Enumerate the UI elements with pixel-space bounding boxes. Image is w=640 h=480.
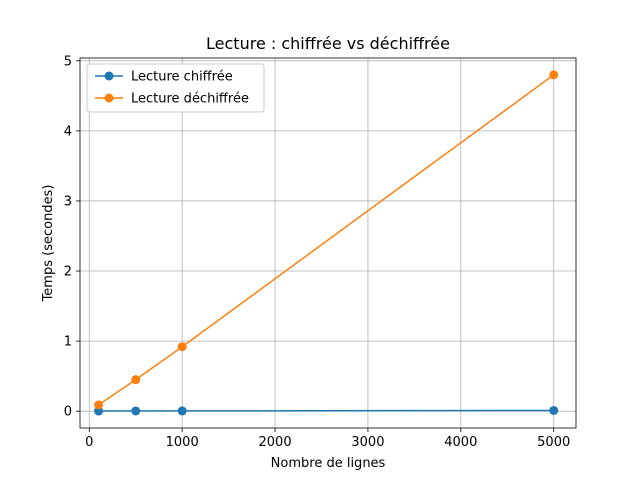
y-tick-label: 4 xyxy=(64,124,72,139)
y-tick-label: 5 xyxy=(64,54,72,69)
legend: Lecture chiffrée Lecture déchiffrée xyxy=(86,63,265,113)
series-line xyxy=(98,74,555,406)
axis-ticks: 0 1000 2000 3000 4000 5000 0 1 2 3 4 5 xyxy=(64,54,571,450)
grid xyxy=(80,58,576,428)
y-tick-label: 2 xyxy=(64,265,72,280)
data-point xyxy=(177,342,187,352)
legend-label: Lecture chiffrée xyxy=(131,70,233,85)
legend-marker xyxy=(104,71,114,81)
y-tick-label: 3 xyxy=(64,194,72,209)
legend-label: Lecture déchiffrée xyxy=(131,92,249,107)
series-2 xyxy=(94,70,559,410)
x-axis-label: Nombre de lignes xyxy=(271,456,386,471)
y-tick-label: 0 xyxy=(64,405,72,420)
plot-frame xyxy=(79,57,577,429)
data-point xyxy=(131,375,141,385)
data-point xyxy=(549,405,559,415)
series-line xyxy=(98,409,554,412)
y-axis-label: Temps (secondes) xyxy=(41,185,56,303)
data-point xyxy=(94,406,104,416)
legend-marker xyxy=(104,93,114,103)
series-1 xyxy=(94,405,559,416)
x-tick-label: 0 xyxy=(85,435,93,450)
legend-item: Lecture chiffrée xyxy=(95,70,233,85)
legend-item: Lecture déchiffrée xyxy=(95,92,249,107)
x-tick-label: 5000 xyxy=(537,435,570,450)
legend-box xyxy=(86,63,265,113)
series-layer xyxy=(94,70,559,416)
y-tick-label: 1 xyxy=(64,335,72,350)
chart-title: Lecture : chiffrée vs déchiffrée xyxy=(206,34,450,53)
x-tick-label: 1000 xyxy=(166,435,199,450)
data-point xyxy=(177,406,187,416)
x-tick-label: 2000 xyxy=(259,435,292,450)
data-point xyxy=(131,406,141,416)
x-tick-label: 4000 xyxy=(444,435,477,450)
data-point xyxy=(549,70,559,80)
x-tick-label: 3000 xyxy=(351,435,384,450)
data-point xyxy=(94,400,104,410)
